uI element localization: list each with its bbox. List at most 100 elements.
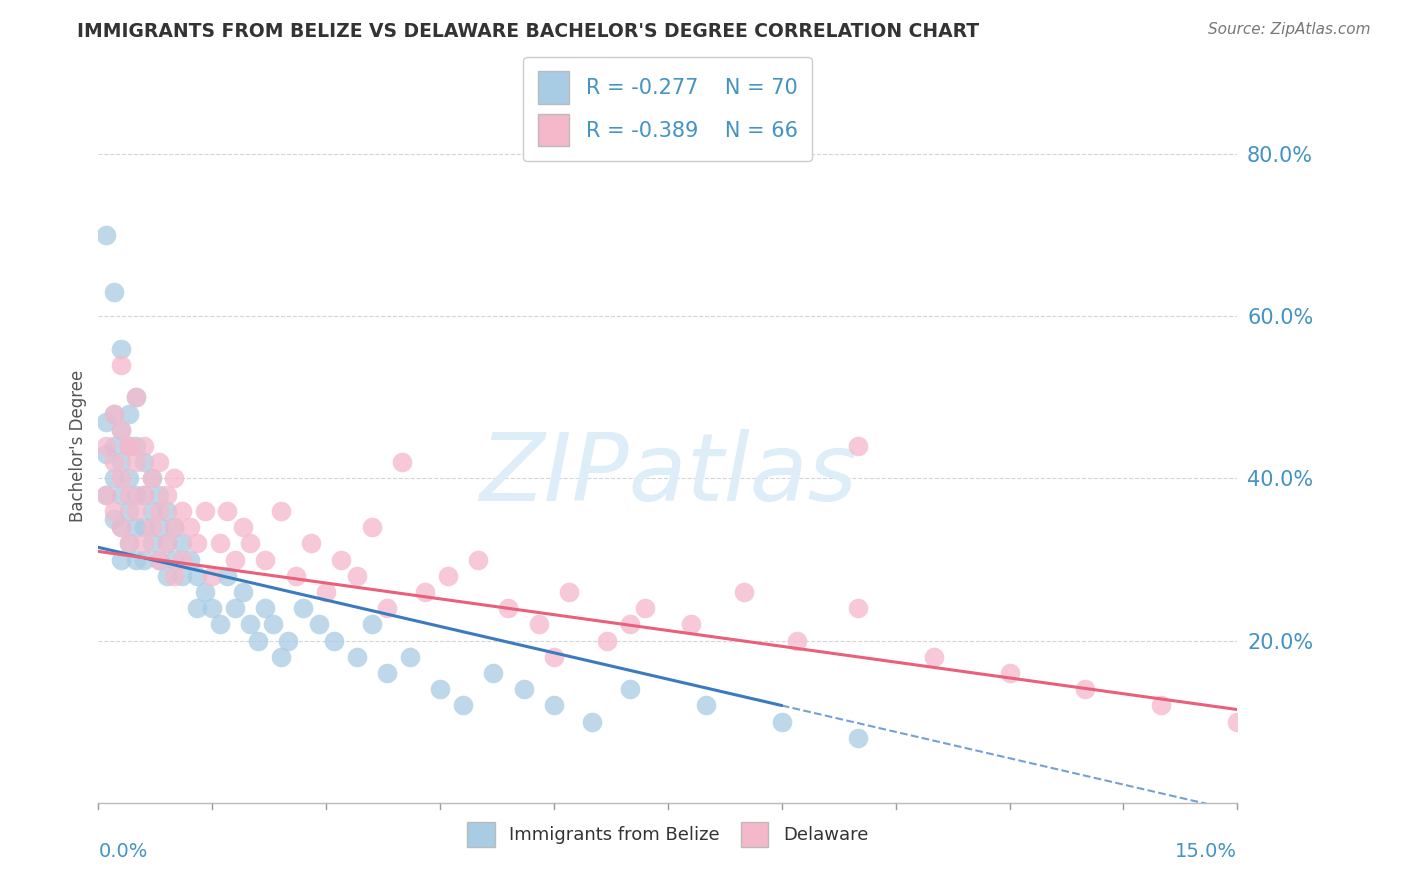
- Point: [208, 617, 231, 632]
- Point: [94, 488, 117, 502]
- Point: [148, 552, 170, 566]
- Point: [110, 423, 132, 437]
- Point: [558, 585, 581, 599]
- Point: [163, 471, 186, 485]
- Point: [360, 520, 382, 534]
- Point: [132, 439, 155, 453]
- Point: [94, 228, 117, 243]
- Point: [118, 536, 141, 550]
- Point: [998, 666, 1021, 681]
- Point: [103, 285, 125, 299]
- Point: [846, 601, 869, 615]
- Point: [186, 568, 208, 582]
- Point: [786, 633, 808, 648]
- Point: [429, 682, 451, 697]
- Point: [125, 390, 148, 404]
- Point: [619, 617, 641, 632]
- Point: [118, 536, 141, 550]
- Point: [360, 617, 382, 632]
- Point: [512, 682, 534, 697]
- Point: [103, 504, 125, 518]
- Point: [141, 520, 163, 534]
- Point: [346, 568, 368, 582]
- Point: [436, 568, 458, 582]
- Point: [94, 447, 117, 461]
- Point: [217, 504, 239, 518]
- Point: [398, 649, 420, 664]
- Point: [186, 601, 208, 615]
- Point: [94, 415, 117, 429]
- Point: [156, 536, 179, 550]
- Point: [118, 407, 141, 421]
- Point: [118, 504, 141, 518]
- Point: [201, 601, 224, 615]
- Point: [110, 488, 132, 502]
- Point: [94, 488, 117, 502]
- Point: [103, 512, 125, 526]
- Point: [292, 601, 315, 615]
- Text: IMMIGRANTS FROM BELIZE VS DELAWARE BACHELOR'S DEGREE CORRELATION CHART: IMMIGRANTS FROM BELIZE VS DELAWARE BACHE…: [77, 22, 980, 41]
- Point: [179, 520, 201, 534]
- Point: [110, 423, 132, 437]
- Point: [1150, 698, 1173, 713]
- Point: [163, 520, 186, 534]
- Point: [141, 504, 163, 518]
- Point: [375, 601, 398, 615]
- Point: [163, 520, 186, 534]
- Y-axis label: Bachelor's Degree: Bachelor's Degree: [69, 370, 87, 522]
- Point: [527, 617, 550, 632]
- Point: [308, 617, 330, 632]
- Point: [922, 649, 945, 664]
- Point: [125, 390, 148, 404]
- Point: [132, 488, 155, 502]
- Point: [156, 536, 179, 550]
- Point: [118, 471, 141, 485]
- Point: [170, 568, 193, 582]
- Point: [299, 536, 322, 550]
- Point: [679, 617, 702, 632]
- Point: [118, 488, 141, 502]
- Point: [170, 504, 193, 518]
- Point: [132, 455, 155, 469]
- Point: [543, 649, 565, 664]
- Point: [170, 536, 193, 550]
- Point: [132, 520, 155, 534]
- Point: [110, 358, 132, 372]
- Point: [103, 439, 125, 453]
- Point: [451, 698, 474, 713]
- Point: [846, 439, 869, 453]
- Point: [498, 601, 520, 615]
- Point: [118, 439, 141, 453]
- Point: [413, 585, 436, 599]
- Point: [110, 342, 132, 356]
- Point: [103, 471, 125, 485]
- Point: [194, 504, 217, 518]
- Point: [391, 455, 413, 469]
- Point: [148, 488, 170, 502]
- Point: [277, 633, 299, 648]
- Point: [125, 488, 148, 502]
- Point: [375, 666, 398, 681]
- Point: [103, 455, 125, 469]
- Point: [125, 520, 148, 534]
- Point: [132, 536, 155, 550]
- Point: [846, 731, 869, 745]
- Point: [322, 633, 344, 648]
- Point: [217, 568, 239, 582]
- Point: [254, 601, 277, 615]
- Point: [284, 568, 307, 582]
- Point: [110, 471, 132, 485]
- Point: [581, 714, 603, 729]
- Point: [125, 552, 148, 566]
- Point: [695, 698, 717, 713]
- Point: [141, 536, 163, 550]
- Point: [110, 552, 132, 566]
- Point: [232, 520, 254, 534]
- Point: [156, 568, 179, 582]
- Point: [170, 552, 193, 566]
- Point: [232, 585, 254, 599]
- Point: [148, 552, 170, 566]
- Point: [110, 520, 132, 534]
- Point: [125, 504, 148, 518]
- Point: [110, 455, 132, 469]
